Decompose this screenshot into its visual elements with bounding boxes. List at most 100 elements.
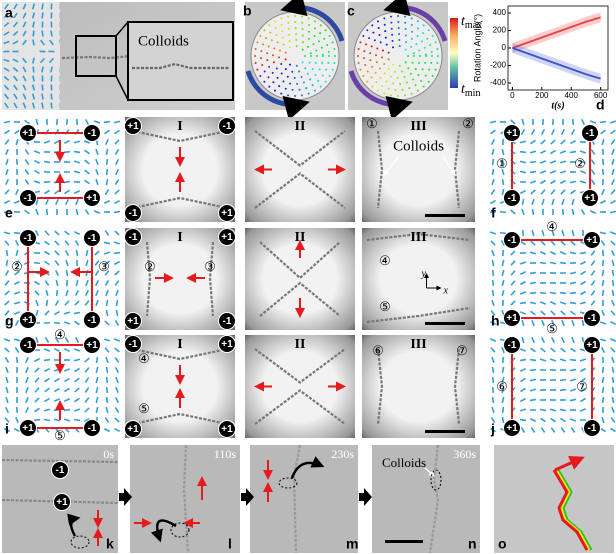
director [95, 289, 99, 297]
director [530, 128, 536, 136]
tracer [366, 80, 369, 83]
director [491, 148, 495, 156]
director [599, 199, 607, 205]
director [73, 418, 81, 422]
tracer [259, 75, 262, 77]
director [540, 310, 546, 316]
director [491, 178, 495, 186]
director [114, 366, 120, 374]
tracer [284, 58, 287, 61]
director [83, 140, 91, 144]
tracer [323, 37, 326, 40]
director [569, 368, 577, 372]
director [540, 179, 546, 185]
director [501, 269, 505, 277]
director [611, 148, 615, 156]
director [3, 427, 11, 433]
director [519, 301, 527, 305]
defect-marker [124, 312, 142, 330]
trajectory [554, 469, 591, 551]
director [550, 240, 556, 246]
block-arrow [359, 488, 372, 506]
tracer [301, 28, 304, 31]
director [601, 269, 605, 277]
defect-label: -1 [588, 423, 597, 434]
director [13, 280, 21, 286]
director [22, 102, 27, 109]
director [569, 358, 577, 362]
director [529, 180, 537, 184]
director [115, 299, 119, 307]
director [64, 240, 70, 246]
director [73, 150, 81, 154]
director [13, 93, 18, 100]
tracer [267, 45, 270, 48]
director [610, 427, 616, 433]
director [491, 289, 495, 297]
panel-letter: a [5, 5, 13, 21]
director [3, 58, 10, 63]
stage-numeral: I [177, 119, 182, 134]
defect-marker [218, 228, 236, 246]
director [579, 358, 587, 362]
director [540, 128, 546, 136]
defect-marker [218, 204, 236, 222]
defect-label: +1 [22, 423, 34, 434]
tracer [383, 92, 386, 95]
director [501, 148, 505, 156]
tracer [428, 68, 431, 71]
director [31, 3, 36, 10]
defect-label: -1 [586, 128, 595, 139]
director [600, 427, 606, 433]
director [5, 158, 9, 166]
director [491, 259, 495, 267]
defect-label: +1 [22, 128, 34, 139]
director [54, 299, 60, 307]
defect-marker [124, 335, 142, 353]
time-label: 110s [214, 447, 237, 461]
director [560, 189, 566, 195]
director [581, 336, 585, 344]
director [104, 347, 110, 353]
director [104, 129, 110, 135]
tracer [265, 37, 268, 40]
director [550, 179, 556, 185]
director [64, 249, 70, 257]
tracer [403, 15, 406, 18]
tracer [424, 53, 427, 56]
tracer [267, 76, 270, 79]
director [501, 299, 505, 307]
director [95, 299, 99, 307]
director [93, 120, 101, 124]
tracer [321, 61, 324, 64]
director [49, 39, 54, 46]
defect-marker [218, 420, 236, 438]
director [3, 67, 10, 72]
director [610, 129, 616, 135]
director [501, 279, 505, 287]
colloid-chain [208, 241, 215, 317]
tracer [373, 39, 376, 42]
director [579, 180, 587, 184]
x-axis-label: t(s) [551, 100, 564, 111]
director [105, 299, 109, 307]
director [601, 386, 605, 394]
director [103, 338, 111, 342]
director [74, 300, 80, 306]
colloid-chain [366, 232, 471, 242]
director [549, 250, 557, 256]
director [501, 188, 505, 196]
director [54, 337, 60, 343]
director [35, 208, 39, 216]
director [501, 346, 505, 354]
tracer [375, 54, 378, 57]
panel-letter: i [5, 421, 9, 437]
defect-label: +1 [506, 128, 518, 139]
director [4, 129, 10, 135]
director [571, 208, 575, 216]
director [539, 291, 547, 295]
director [610, 417, 616, 423]
director [569, 139, 577, 145]
director [12, 30, 19, 37]
